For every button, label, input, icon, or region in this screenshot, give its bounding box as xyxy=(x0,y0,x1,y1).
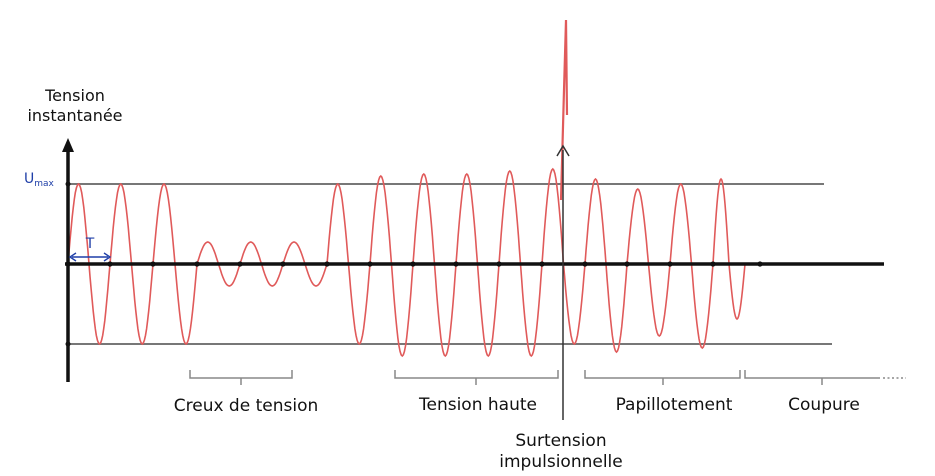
label-high: Tension haute xyxy=(418,395,537,415)
umax-subscript: max xyxy=(34,179,54,189)
y-axis-label-line2: instantanée xyxy=(27,106,122,125)
axis-tick-12 xyxy=(582,261,588,267)
label-cut: Coupure xyxy=(788,395,860,415)
surge-pointer-arrowhead xyxy=(556,144,570,157)
voltage-axis-arrowhead xyxy=(62,138,74,152)
axis-tick-13 xyxy=(624,261,630,267)
label-dip: Creux de tension xyxy=(174,396,319,416)
label-surge-line2: impulsionnelle xyxy=(499,452,622,471)
axis-tick-4 xyxy=(237,261,243,267)
axis-tick-11 xyxy=(539,261,545,267)
umax-label: Umax xyxy=(24,171,55,189)
period-arrow-left xyxy=(68,252,77,262)
umax-main: U xyxy=(24,171,34,187)
bracket-high xyxy=(394,370,559,385)
axis-tick-6 xyxy=(324,261,330,267)
axis-tick-2 xyxy=(150,261,156,267)
axis-tick-8 xyxy=(410,261,416,267)
axis-tick-15 xyxy=(710,261,716,267)
bracket-dip xyxy=(189,370,293,385)
surge-spike xyxy=(559,19,569,201)
bracket-cut xyxy=(744,370,880,385)
axis-tick-3 xyxy=(194,261,200,267)
axis-tick-9 xyxy=(453,261,459,267)
axis-tick-14 xyxy=(667,261,673,267)
period-arrow-right xyxy=(103,252,112,262)
axis-tick-5 xyxy=(280,261,286,267)
label-surge-line1: Surtension xyxy=(515,431,606,451)
bracket-flicker xyxy=(584,370,741,385)
axis-tick-1 xyxy=(107,261,113,267)
label-flicker: Papillotement xyxy=(616,395,733,415)
period-label: T xyxy=(85,236,95,252)
axis-tick-16 xyxy=(757,261,763,267)
axis-tick-10 xyxy=(496,261,502,267)
y-axis-label-line1: Tension xyxy=(44,86,105,105)
axis-tick-7 xyxy=(367,261,373,267)
